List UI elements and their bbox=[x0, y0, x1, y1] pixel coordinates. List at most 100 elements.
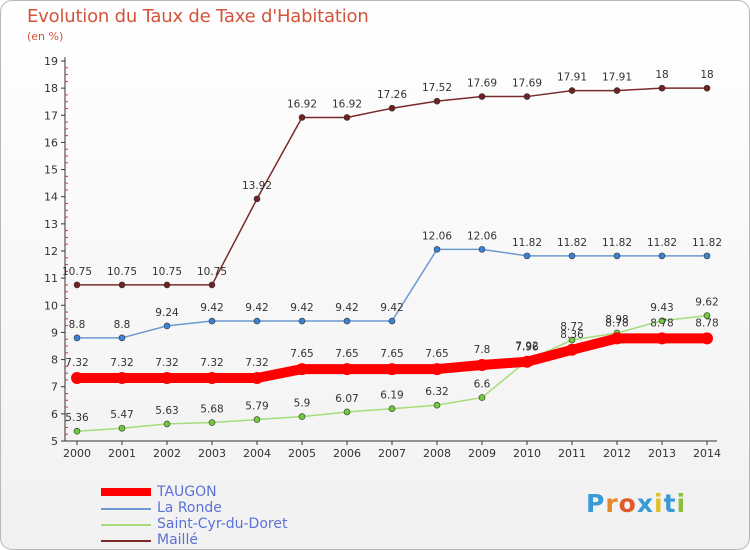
data-point bbox=[386, 363, 398, 376]
x-tick-label: 2004 bbox=[243, 447, 271, 460]
data-point bbox=[568, 87, 576, 94]
legend-swatch bbox=[101, 508, 151, 510]
data-point bbox=[116, 372, 128, 385]
data-label: 7.32 bbox=[200, 357, 223, 369]
data-label: 7.32 bbox=[65, 357, 88, 369]
data-point bbox=[341, 363, 353, 376]
data-point bbox=[478, 93, 486, 100]
data-point bbox=[703, 84, 711, 92]
x-tick-label: 2012 bbox=[603, 447, 631, 460]
data-label: 7.32 bbox=[155, 357, 178, 369]
x-tick-label: 2010 bbox=[513, 447, 541, 460]
data-label: 5.63 bbox=[155, 405, 178, 417]
data-point bbox=[703, 252, 711, 260]
data-point bbox=[388, 104, 396, 112]
data-point bbox=[163, 322, 171, 330]
data-label: 11.82 bbox=[512, 237, 542, 249]
y-tick-label: 9 bbox=[51, 326, 58, 339]
y-tick-label: 16 bbox=[44, 136, 58, 149]
data-point bbox=[208, 317, 216, 325]
y-tick-label: 12 bbox=[44, 245, 58, 258]
data-label: 5.79 bbox=[245, 401, 268, 413]
data-point bbox=[523, 252, 531, 260]
data-point bbox=[658, 252, 666, 260]
legend-swatch bbox=[101, 524, 151, 526]
data-label: 5.9 bbox=[294, 398, 311, 410]
data-label: 9.43 bbox=[650, 302, 673, 314]
y-tick-label: 14 bbox=[44, 191, 58, 204]
data-label: 12.06 bbox=[422, 230, 452, 242]
y-tick-label: 19 bbox=[44, 55, 58, 68]
data-label: 9.62 bbox=[695, 297, 718, 309]
data-point bbox=[568, 252, 576, 260]
data-point bbox=[568, 336, 576, 344]
data-label: 16.92 bbox=[332, 98, 362, 110]
data-point bbox=[208, 281, 216, 289]
data-label: 10.75 bbox=[107, 266, 137, 278]
y-tick-label: 5 bbox=[51, 435, 58, 448]
y-tick-label: 18 bbox=[44, 82, 58, 95]
y-tick-label: 11 bbox=[44, 272, 58, 285]
data-label: 11.82 bbox=[692, 237, 722, 249]
data-label: 9.42 bbox=[335, 302, 358, 314]
data-point bbox=[118, 334, 126, 342]
x-tick-label: 2006 bbox=[333, 447, 361, 460]
data-point bbox=[613, 252, 621, 260]
logo-letter: i bbox=[676, 489, 687, 518]
data-label: 5.68 bbox=[200, 404, 223, 416]
data-label: 9.24 bbox=[155, 307, 179, 319]
data-label: 17.52 bbox=[422, 82, 452, 94]
data-point bbox=[343, 408, 351, 416]
data-label: 17.91 bbox=[602, 72, 632, 84]
data-label: 8.78 bbox=[695, 317, 718, 329]
data-point bbox=[478, 394, 486, 401]
data-point bbox=[388, 317, 396, 325]
chart-subtitle: (en %) bbox=[27, 30, 64, 43]
data-label: 6.32 bbox=[425, 386, 448, 398]
data-point bbox=[163, 281, 171, 289]
y-tick-label: 15 bbox=[44, 164, 58, 177]
data-label: 11.82 bbox=[602, 237, 632, 249]
data-point bbox=[476, 359, 488, 371]
legend-label: La Ronde bbox=[157, 500, 222, 516]
legend-swatch bbox=[101, 488, 151, 496]
data-point bbox=[208, 419, 216, 426]
x-tick-label: 2011 bbox=[558, 447, 586, 460]
data-point bbox=[253, 317, 261, 325]
data-label: 7.65 bbox=[380, 348, 403, 360]
x-tick-label: 2005 bbox=[288, 447, 316, 460]
data-point bbox=[73, 427, 81, 435]
data-label: 9.42 bbox=[200, 302, 223, 314]
data-point bbox=[118, 424, 126, 432]
data-point bbox=[161, 372, 173, 385]
logo-letter: o bbox=[618, 489, 637, 518]
data-point bbox=[388, 405, 396, 413]
data-label: 7.65 bbox=[290, 348, 313, 360]
data-point bbox=[163, 420, 171, 428]
data-point bbox=[296, 363, 308, 376]
data-point bbox=[206, 372, 218, 385]
x-tick-label: 2009 bbox=[468, 447, 496, 460]
legend-label: Maillé bbox=[157, 532, 198, 548]
data-label: 17.69 bbox=[512, 78, 542, 90]
data-label: 10.75 bbox=[62, 266, 92, 278]
data-point bbox=[343, 114, 351, 121]
data-point bbox=[298, 317, 306, 325]
data-label: 11.82 bbox=[647, 237, 677, 249]
data-label: 17.69 bbox=[467, 78, 497, 90]
data-label: 5.47 bbox=[110, 409, 133, 421]
data-point bbox=[73, 281, 81, 289]
data-label: 17.26 bbox=[377, 89, 407, 101]
logo-letter: x bbox=[636, 489, 654, 518]
data-point bbox=[521, 355, 533, 368]
data-point bbox=[73, 334, 81, 342]
data-point bbox=[613, 87, 621, 94]
legend-label: Saint-Cyr-du-Doret bbox=[157, 516, 288, 532]
data-label: 13.92 bbox=[242, 180, 272, 192]
line-chart: 5 6 7 8 9 10 11 12 13 14 15 16 17 18 19 2000 2001 2002 200… bbox=[44, 55, 722, 460]
x-tick-label: 2002 bbox=[153, 447, 181, 460]
data-label: 8.8 bbox=[69, 319, 86, 331]
data-label: 8.98 bbox=[605, 314, 628, 326]
y-tick-label: 13 bbox=[44, 218, 58, 231]
data-label: 6.6 bbox=[474, 379, 491, 391]
